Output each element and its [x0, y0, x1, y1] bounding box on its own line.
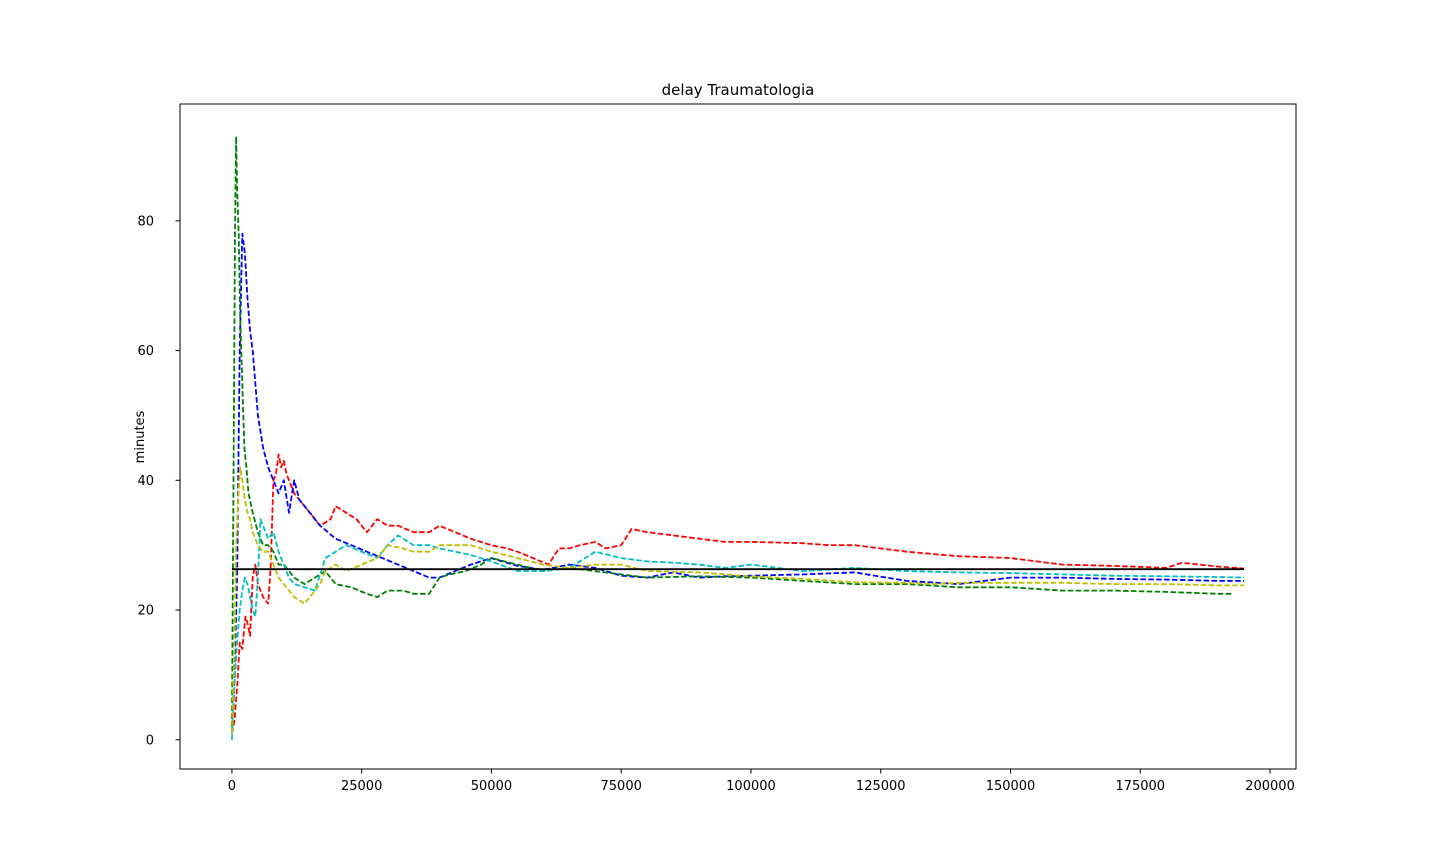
chart-title: delay Traumatologia [662, 81, 815, 99]
y-axis-ticks: 0 20 40 60 80 [137, 214, 180, 748]
x-axis-ticks: 0 25000 50000 75000 100000 125000 150000 175000… [228, 769, 1295, 794]
x-tick-label: 0 [228, 779, 236, 794]
series-line-1 [231, 453, 1245, 734]
y-axis-label: minutes [133, 410, 148, 463]
x-tick-label: 25000 [341, 779, 382, 794]
series-line-3 [231, 135, 1234, 727]
series-line-5 [231, 466, 1245, 734]
x-tick-label: 175000 [1115, 779, 1165, 794]
series-line-2 [231, 232, 1245, 734]
x-tick-label: 50000 [471, 779, 512, 794]
x-tick-label: 100000 [726, 779, 776, 794]
x-tick-label: 150000 [986, 779, 1036, 794]
plot-frame [179, 103, 1297, 770]
y-tick-label: 80 [137, 214, 154, 229]
y-tick-label: 40 [137, 474, 154, 489]
x-tick-label: 75000 [601, 779, 642, 794]
y-tick-label: 20 [137, 604, 154, 619]
x-tick-label: 125000 [856, 779, 906, 794]
y-tick-label: 60 [137, 344, 154, 359]
series-layer [231, 135, 1245, 740]
y-tick-label: 0 [146, 733, 154, 748]
x-tick-label: 200000 [1245, 779, 1295, 794]
